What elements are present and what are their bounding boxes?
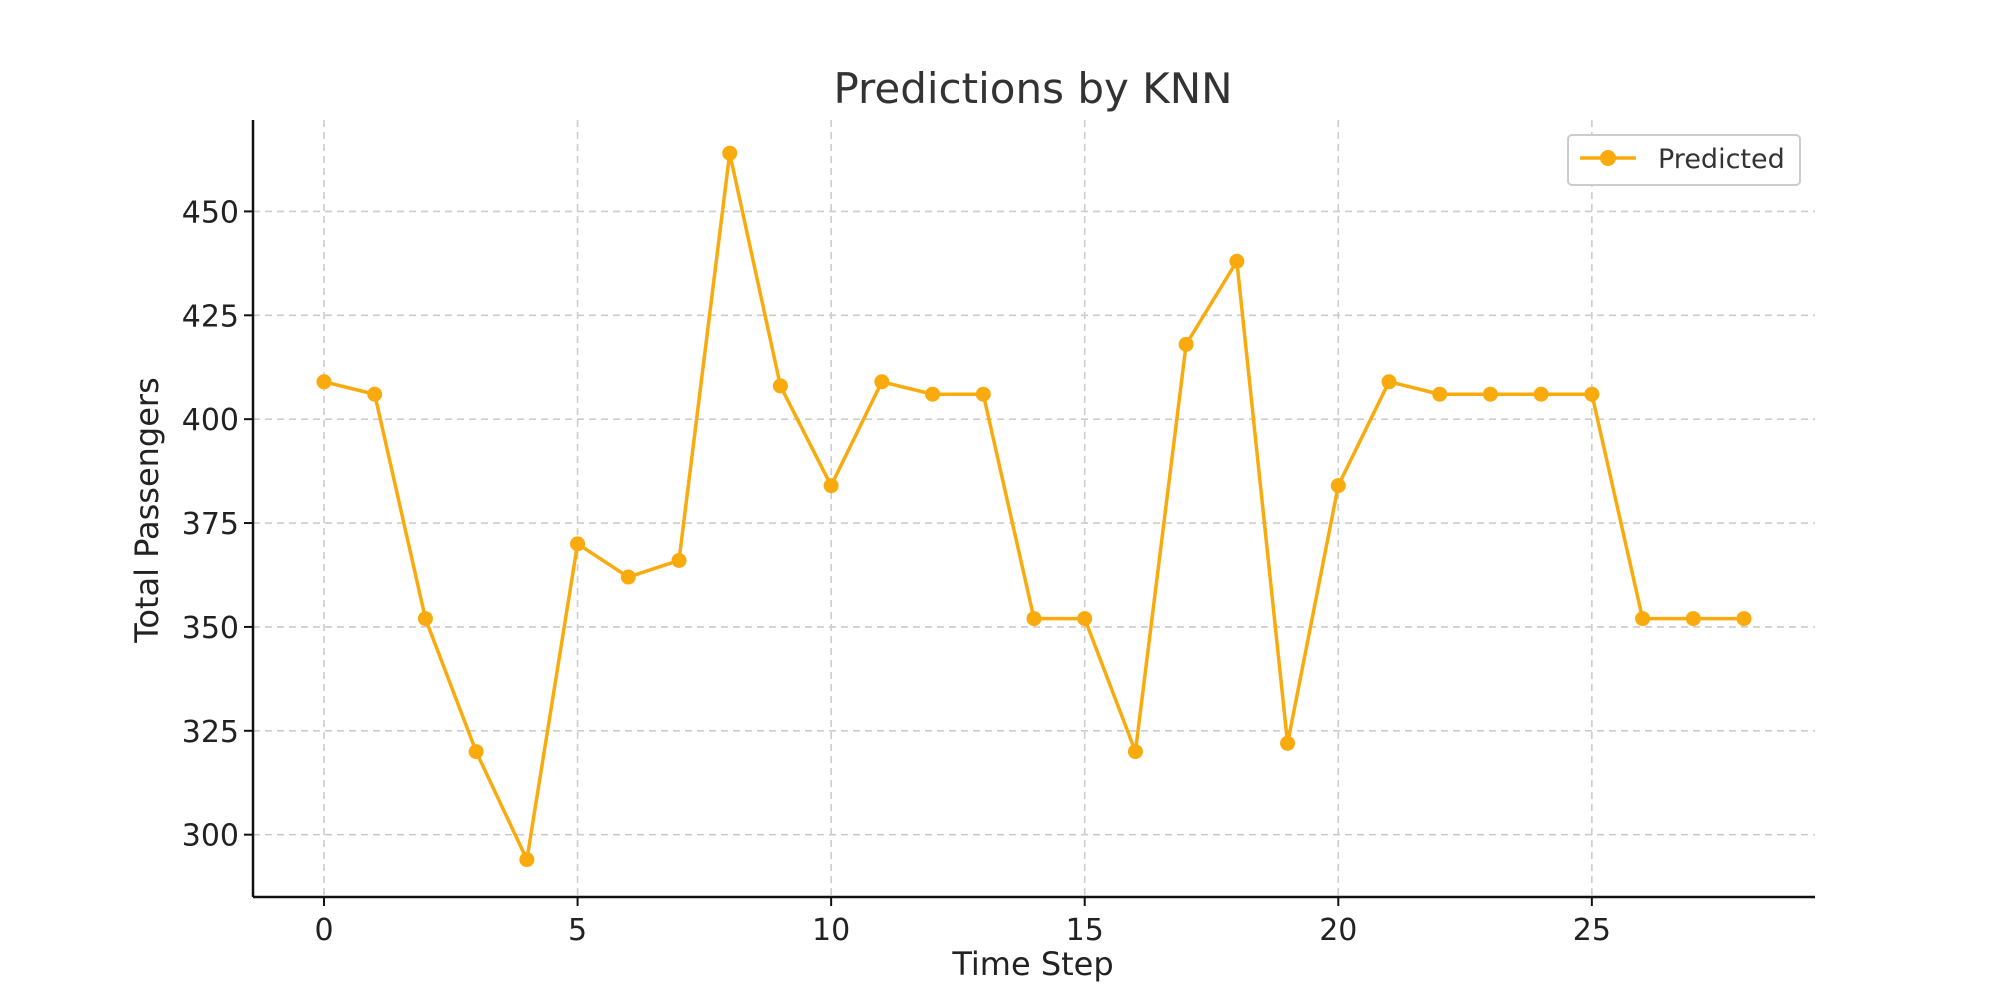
data-point — [367, 386, 383, 402]
legend: Predicted — [1567, 134, 1801, 186]
data-point — [620, 569, 636, 585]
data-point — [1026, 611, 1042, 627]
data-point — [570, 536, 586, 552]
data-point — [417, 611, 433, 627]
data-point — [1736, 611, 1752, 627]
legend-entry-predicted: Predicted — [1658, 144, 1785, 175]
data-point — [1280, 735, 1296, 751]
data-point — [1381, 374, 1397, 390]
y-tick-label: 375 — [182, 507, 239, 542]
y-tick-label: 450 — [182, 195, 239, 230]
x-tick-label: 0 — [314, 913, 333, 948]
y-tick-label: 425 — [182, 299, 239, 334]
x-tick-label: 10 — [812, 913, 850, 948]
y-tick-label: 350 — [182, 611, 239, 646]
x-tick-label: 20 — [1319, 913, 1357, 948]
x-axis-label: Time Step — [951, 945, 1113, 983]
ticks-layer: 0 5 10 15 20 25 300 325 350 375 400 425 450 — [182, 195, 1611, 948]
data-point — [1178, 336, 1194, 352]
data-point — [1685, 611, 1701, 627]
y-tick-label: 325 — [182, 715, 239, 750]
y-axis-label: Total Passengers — [128, 377, 166, 644]
data-point — [671, 552, 687, 568]
data-point — [468, 744, 484, 760]
legend-marker-swatch — [1600, 150, 1616, 166]
series-line-predicted — [323, 151, 1744, 862]
data-point — [1127, 744, 1143, 760]
y-tick-label: 300 — [182, 819, 239, 854]
x-tick-label: 25 — [1573, 913, 1611, 948]
x-tick-label: 5 — [568, 913, 587, 948]
series-layer — [316, 145, 1752, 868]
grid-layer — [253, 120, 1815, 897]
data-point — [722, 145, 738, 161]
legend-box — [1567, 134, 1801, 186]
data-point — [874, 374, 890, 390]
data-point — [925, 386, 941, 402]
data-point — [1482, 386, 1498, 402]
data-point — [519, 852, 535, 868]
data-point — [975, 386, 991, 402]
y-tick-label: 400 — [182, 403, 239, 438]
data-point — [1229, 253, 1245, 269]
data-point — [1432, 386, 1448, 402]
data-point — [1635, 611, 1651, 627]
data-point — [316, 374, 332, 390]
data-point — [1533, 386, 1549, 402]
chart-title: Predictions by KNN — [833, 64, 1232, 113]
data-point — [1330, 478, 1346, 494]
x-tick-label: 15 — [1066, 913, 1104, 948]
data-point — [1077, 611, 1093, 627]
data-point — [772, 378, 788, 394]
data-point — [823, 478, 839, 494]
axes-layer — [251, 120, 1815, 899]
data-point — [1584, 386, 1600, 402]
